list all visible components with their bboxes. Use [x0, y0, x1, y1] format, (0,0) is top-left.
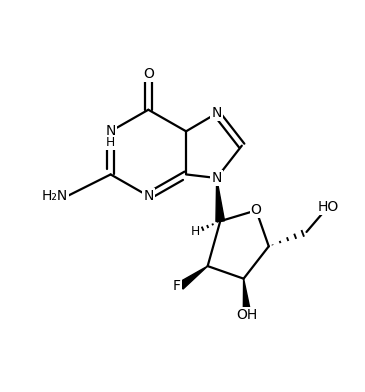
Text: O: O: [143, 67, 154, 81]
Text: H: H: [106, 136, 115, 149]
Text: N: N: [105, 124, 116, 138]
Text: N: N: [211, 106, 222, 120]
Text: F: F: [173, 279, 181, 293]
Text: O: O: [251, 203, 262, 218]
Polygon shape: [216, 178, 224, 221]
Polygon shape: [243, 279, 251, 315]
Text: HO: HO: [318, 200, 339, 214]
Text: OH: OH: [237, 308, 258, 321]
Text: N: N: [211, 171, 222, 185]
Text: H: H: [191, 225, 200, 238]
Text: H₂N: H₂N: [41, 189, 68, 203]
Text: N: N: [143, 189, 154, 203]
Polygon shape: [178, 266, 208, 289]
